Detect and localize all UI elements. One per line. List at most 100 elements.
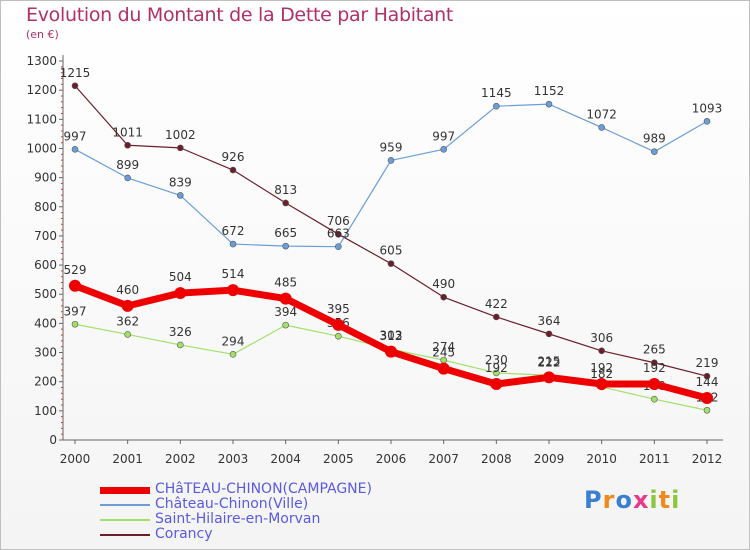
data-label: 192 [643,361,666,375]
data-point [440,293,447,301]
data-point [335,230,342,238]
chart-title: Evolution du Montant de la Dette par Hab… [26,4,454,26]
y-tick-label: 400 [34,316,57,330]
data-label: 1011 [112,125,143,139]
x-tick-label: 2012 [692,452,723,466]
data-point [651,359,658,367]
data-label: 1152 [534,84,565,98]
data-point [177,341,184,349]
data-label: 215 [538,354,561,368]
data-label: 485 [274,276,297,290]
data-point [545,100,553,108]
y-tick-label: 0 [49,433,57,447]
data-point [490,378,503,391]
data-label: 219 [696,356,719,370]
y-tick-label: 100 [34,404,57,418]
data-point [229,350,237,358]
legend-label: CHâTEAU-CHINON(CAMPAGNE) [155,481,372,497]
data-label: 997 [432,129,455,143]
data-label: 490 [432,277,455,291]
data-label: 706 [327,214,350,228]
y-tick-label: 900 [34,171,57,185]
y-tick-label: 600 [34,258,57,272]
data-point [177,192,184,199]
data-point [651,148,658,155]
data-label: 839 [169,175,192,189]
data-point [437,362,450,375]
data-point [332,318,345,331]
legend-label: Château-Chinon(Ville) [155,496,309,512]
data-label: 997 [64,129,87,143]
data-label: 665 [274,226,297,240]
data-label: 989 [643,132,666,146]
data-point [493,102,500,110]
x-tick-label: 2001 [112,452,143,466]
data-label: 460 [116,283,139,297]
data-point [545,330,553,338]
data-point [229,240,237,248]
data-point [335,332,342,340]
data-point [71,146,79,153]
x-tick-label: 2005 [323,452,354,466]
y-tick-label: 200 [34,375,57,389]
data-label: 192 [590,361,613,375]
data-label: 605 [380,244,403,258]
data-label: 395 [327,302,350,316]
data-point [124,331,131,338]
data-point [227,284,239,297]
data-label: 294 [222,334,245,348]
data-label: 144 [696,375,719,389]
data-label: 1093 [692,101,723,115]
y-tick-label: 1200 [26,83,57,97]
data-label: 303 [380,329,403,343]
data-point [124,141,131,149]
data-label: 959 [380,140,403,154]
x-tick-label: 2008 [481,452,512,466]
y-tick-label: 1100 [26,112,57,126]
data-label: 672 [222,224,245,238]
data-label: 265 [643,343,666,357]
data-point [598,124,605,131]
proxiti-logo: Proxiti [584,486,681,514]
x-tick-label: 2009 [534,452,565,466]
data-point [69,279,81,292]
data-label: 422 [485,297,508,311]
data-label: 326 [169,325,192,339]
data-label: 514 [222,267,245,281]
data-label: 274 [432,340,455,354]
legend-swatch [100,534,150,536]
x-tick-label: 2006 [376,452,407,466]
chart-subtitle: (en €) [26,28,59,41]
x-tick-label: 2007 [428,452,459,466]
data-label: 397 [64,304,87,318]
data-point [440,146,447,153]
data-point [335,243,342,251]
data-label: 230 [485,353,508,367]
data-label: 529 [64,263,87,277]
data-point [701,392,713,405]
data-point [387,157,395,164]
data-label: 813 [274,183,297,197]
data-label: 364 [538,314,561,328]
data-point [174,287,187,300]
data-point [703,372,711,380]
y-tick-label: 800 [34,200,57,214]
y-tick-label: 1300 [26,54,57,68]
x-tick-label: 2002 [165,452,196,466]
y-tick-label: 300 [34,346,57,360]
x-tick-label: 2004 [270,452,301,466]
x-tick-label: 2011 [639,452,670,466]
data-label: 306 [590,331,613,345]
data-point [598,347,605,355]
data-label: 1215 [60,66,91,80]
data-point [493,313,500,321]
data-label: 663 [327,227,350,241]
data-label: 192 [485,361,508,375]
data-point [282,321,289,329]
x-tick-label: 2010 [586,452,617,466]
data-label: 1072 [586,107,617,121]
data-label: 1145 [481,86,512,100]
y-tick-label: 500 [34,287,57,301]
data-label: 222 [538,355,561,369]
